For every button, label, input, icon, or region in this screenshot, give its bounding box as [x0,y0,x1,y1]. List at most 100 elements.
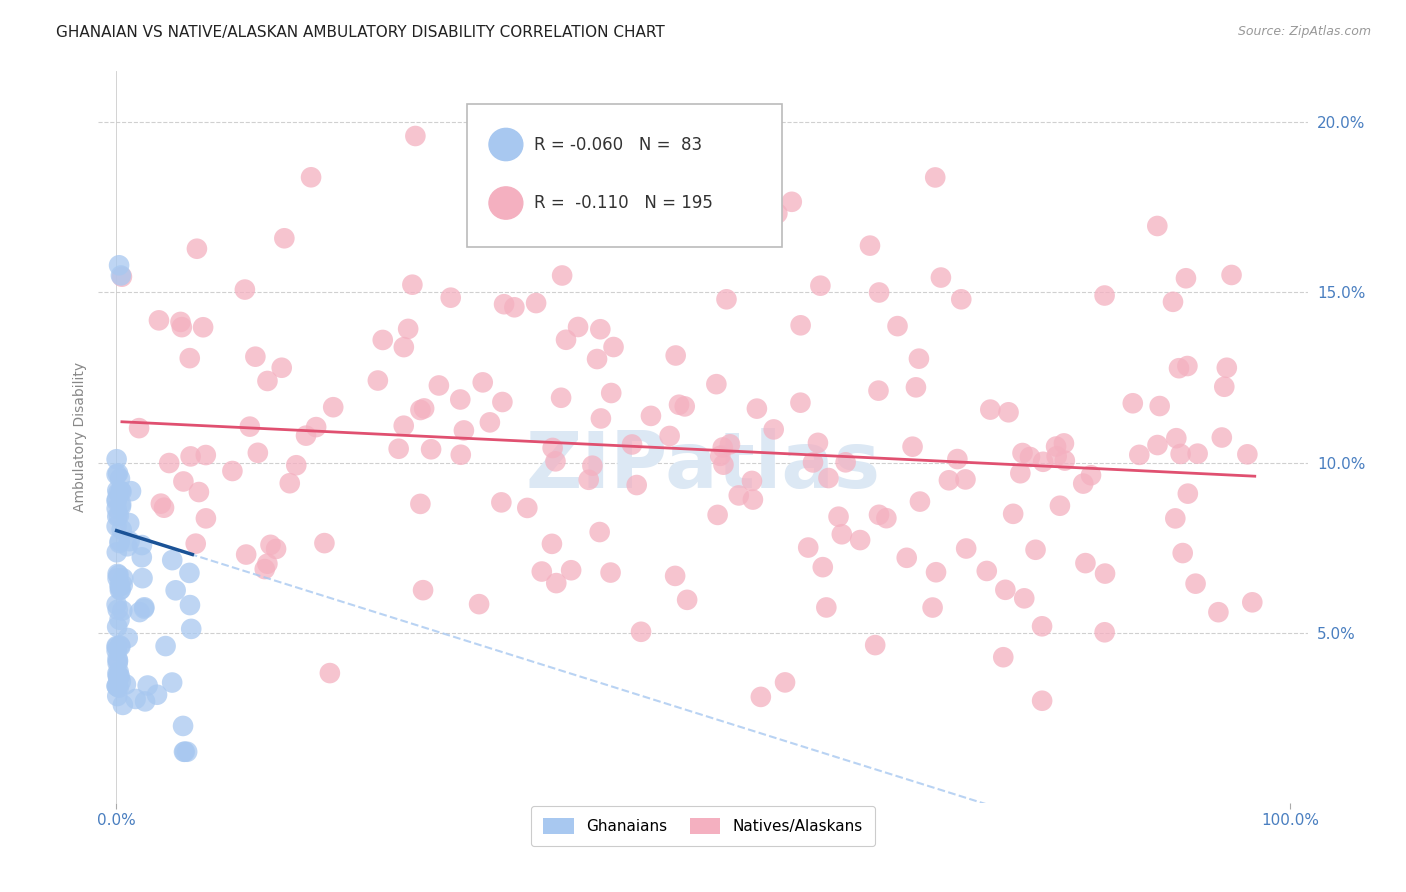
Point [589,322,612,336]
Point [1146,219,1168,233]
Point [1146,438,1168,452]
Point [170,320,193,334]
Point [136,679,159,693]
Point [766,206,789,220]
Point [111,523,134,537]
Point [904,380,927,394]
Point [110,484,132,499]
Point [264,541,287,556]
Point [541,537,564,551]
Point [491,395,513,409]
Point [555,333,578,347]
Point [392,418,415,433]
Point [449,392,471,407]
Point [807,435,830,450]
Point [420,442,443,457]
Point [110,640,132,654]
Point [146,688,169,702]
Point [676,592,699,607]
Point [179,566,201,580]
Point [153,500,176,515]
Point [107,652,129,666]
Point [173,745,195,759]
Point [108,639,131,653]
Point [1149,399,1171,413]
Point [110,500,132,514]
Point [471,376,494,390]
Point [668,398,690,412]
Point [110,483,132,498]
Point [780,194,803,209]
Point [256,374,278,388]
Text: R =  -0.110   N = 195: R = -0.110 N = 195 [534,194,713,212]
Point [173,745,195,759]
Legend: Ghanaians, Natives/Alaskans: Ghanaians, Natives/Alaskans [531,806,875,847]
Point [169,315,191,329]
Point [172,719,194,733]
Point [673,400,696,414]
Point [665,349,688,363]
Point [581,458,603,473]
Point [111,603,134,617]
Point [162,553,184,567]
Point [550,391,572,405]
Ellipse shape [489,187,523,219]
Point [246,446,269,460]
Text: R = -0.060   N =  83: R = -0.060 N = 83 [534,136,702,153]
Point [191,320,214,334]
Point [107,656,129,670]
Point [108,579,131,593]
Point [1168,361,1191,376]
Point [908,351,931,366]
Point [134,600,156,615]
Point [253,562,276,576]
Point [541,441,564,455]
Point [233,283,256,297]
Point [107,568,129,582]
Point [256,557,278,571]
Point [1166,431,1188,445]
Point [709,449,731,463]
Point [165,583,187,598]
Point [1236,447,1258,461]
Point [107,566,129,581]
Point [530,565,553,579]
Point [467,115,489,129]
Point [741,474,763,488]
Point [107,670,129,684]
FancyBboxPatch shape [467,104,782,247]
Point [180,450,202,464]
Point [863,638,886,652]
Point [1164,511,1187,525]
Point [744,199,766,213]
Point [128,605,150,619]
Point [494,297,516,311]
Point [789,395,811,409]
Point [599,566,621,580]
Point [586,352,609,367]
Point [105,519,128,533]
Point [1187,447,1209,461]
Point [479,204,502,219]
Point [108,669,131,683]
Point [979,402,1001,417]
Point [117,539,139,553]
Point [221,464,243,478]
Point [1031,619,1053,633]
Point [560,563,582,577]
Point [706,377,728,392]
Point [742,492,765,507]
Point [1019,450,1042,464]
Point [401,277,423,292]
Point [875,511,897,525]
Point [107,603,129,617]
Point [946,452,969,467]
Point [1211,430,1233,444]
Point [718,437,741,451]
Point [270,360,292,375]
Point [886,319,908,334]
Point [110,268,132,283]
Point [859,238,882,252]
Point [503,300,526,314]
Point [524,296,547,310]
